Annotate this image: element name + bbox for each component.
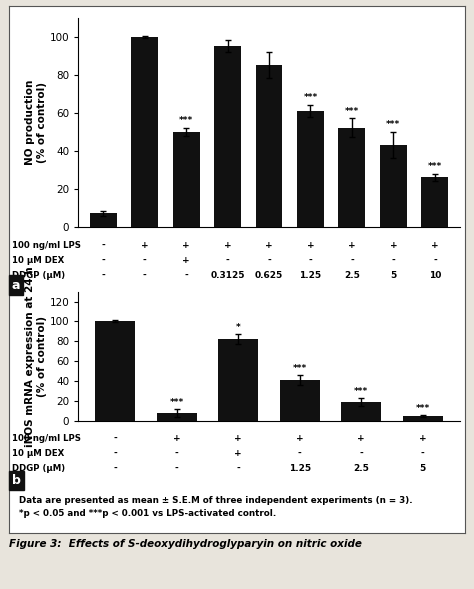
Text: +: + [390, 241, 397, 250]
Text: -: - [113, 434, 117, 444]
Text: ***: *** [179, 116, 193, 125]
Text: ***: *** [345, 107, 359, 115]
Text: +: + [307, 241, 314, 250]
Text: ***: *** [354, 387, 368, 396]
Text: -: - [421, 449, 425, 458]
Text: +: + [141, 241, 148, 250]
Bar [90, 213, 117, 227]
Text: a: a [12, 279, 20, 292]
Text: 10 μM DEX: 10 μM DEX [12, 256, 64, 265]
Text: ***: *** [428, 162, 442, 171]
Text: DDGP (μM): DDGP (μM) [12, 464, 65, 473]
Text: ***: *** [386, 120, 401, 129]
Text: 2.5: 2.5 [344, 270, 360, 280]
Text: +: + [182, 256, 190, 265]
Bar [403, 416, 443, 421]
Text: -: - [359, 449, 363, 458]
Text: -: - [267, 256, 271, 265]
Text: -: - [101, 256, 105, 265]
Text: 10 μM DEX: 10 μM DEX [12, 449, 64, 458]
Text: ***: *** [303, 93, 318, 102]
Text: 0.625: 0.625 [255, 270, 283, 280]
Bar [380, 145, 407, 227]
Text: -: - [237, 464, 240, 473]
Bar [341, 402, 381, 421]
Text: -: - [175, 464, 179, 473]
Bar [214, 46, 241, 227]
Text: +: + [235, 434, 242, 444]
Text: 1.25: 1.25 [300, 270, 321, 280]
Text: 1.25: 1.25 [289, 464, 311, 473]
Text: ***: *** [416, 404, 430, 413]
Text: -: - [101, 270, 105, 280]
Text: +: + [357, 434, 365, 444]
Y-axis label: iNOS mRNA expression at 24 h
(% of control): iNOS mRNA expression at 24 h (% of contr… [25, 266, 46, 446]
Text: +: + [224, 241, 231, 250]
Bar [255, 65, 283, 227]
Text: +: + [431, 241, 439, 250]
Bar [218, 339, 258, 421]
Text: -: - [143, 256, 146, 265]
Text: +: + [419, 434, 427, 444]
Bar [421, 177, 448, 227]
Text: 5: 5 [420, 464, 426, 473]
Text: +: + [348, 241, 356, 250]
Text: -: - [350, 256, 354, 265]
Text: -: - [309, 256, 312, 265]
Bar [157, 413, 197, 421]
Text: -: - [175, 449, 179, 458]
Bar [280, 380, 320, 421]
Bar [173, 132, 200, 227]
Text: -: - [298, 449, 301, 458]
Text: +: + [265, 241, 273, 250]
Text: +: + [235, 449, 242, 458]
Text: 0.3125: 0.3125 [210, 270, 245, 280]
Text: -: - [433, 256, 437, 265]
Text: Figure 3:  Effects of S-deoxydihydroglyparyin on nitric oxide: Figure 3: Effects of S-deoxydihydroglypa… [9, 539, 362, 549]
Text: *p < 0.05 and ***p < 0.001 vs LPS-activated control.: *p < 0.05 and ***p < 0.001 vs LPS-activa… [19, 509, 276, 518]
Text: b: b [12, 474, 21, 487]
Bar [131, 37, 158, 227]
Text: 100 ng/ml LPS: 100 ng/ml LPS [12, 241, 81, 250]
Text: -: - [392, 256, 395, 265]
Text: DDGP (μM): DDGP (μM) [12, 270, 65, 280]
Text: -: - [101, 241, 105, 250]
Text: +: + [182, 241, 190, 250]
Text: 2.5: 2.5 [354, 464, 369, 473]
Y-axis label: NO production
(% of control): NO production (% of control) [25, 80, 47, 165]
Text: +: + [173, 434, 181, 444]
Text: ***: *** [292, 364, 307, 373]
Bar [95, 322, 135, 421]
Text: -: - [143, 270, 146, 280]
Text: 10: 10 [428, 270, 441, 280]
Text: +: + [296, 434, 303, 444]
Text: -: - [184, 270, 188, 280]
Text: 5: 5 [390, 270, 397, 280]
Bar [297, 111, 324, 227]
Text: 100 ng/ml LPS: 100 ng/ml LPS [12, 434, 81, 444]
Text: -: - [113, 449, 117, 458]
Text: -: - [113, 464, 117, 473]
Text: -: - [226, 256, 229, 265]
Bar [338, 128, 365, 227]
Text: *: * [236, 323, 241, 332]
Text: ***: *** [170, 398, 184, 407]
Text: Data are presented as mean ± S.E.M of three independent experiments (n = 3).: Data are presented as mean ± S.E.M of th… [19, 496, 412, 505]
